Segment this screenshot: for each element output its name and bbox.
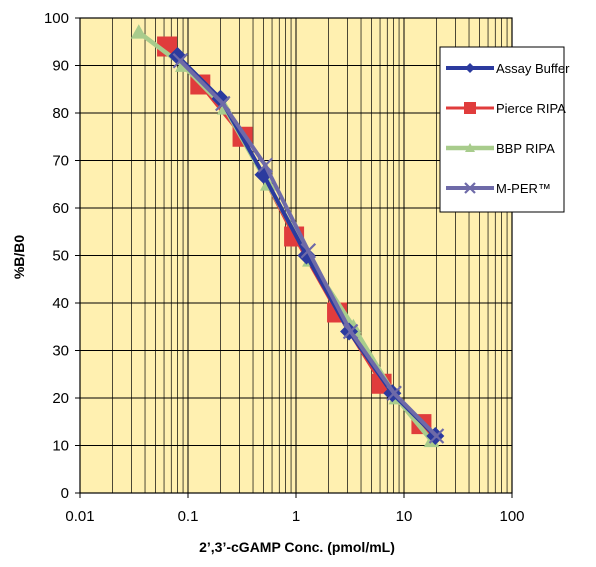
y-tick-label: 50	[52, 248, 69, 265]
data-point-stroke	[342, 323, 359, 340]
data-point	[257, 157, 274, 174]
data-point-stroke	[428, 428, 445, 444]
data-point	[300, 242, 317, 259]
x-tick-label: 10	[396, 508, 413, 525]
y-tick-label: 0	[61, 485, 69, 502]
y-tick-label: 40	[52, 295, 69, 312]
data-point	[342, 323, 359, 340]
y-tick-label: 60	[52, 200, 69, 217]
data-point	[464, 182, 476, 194]
y-axis-title: %B/B0	[11, 235, 27, 280]
data-point	[464, 102, 476, 114]
legend: Assay Buffer Pierce RIPA BBP RIPA M-PER™	[439, 46, 570, 213]
legend-item: BBP RIPA	[446, 141, 555, 156]
data-point-stroke	[215, 95, 231, 112]
data-point-stroke	[172, 52, 189, 69]
data-point	[428, 428, 445, 444]
legend-item: Pierce RIPA	[446, 101, 566, 116]
y-tick-label: 90	[52, 58, 69, 75]
x-tick-label: 100	[499, 508, 524, 525]
y-tick-label: 100	[44, 10, 69, 27]
legend-box	[439, 46, 565, 213]
series-m-per	[172, 52, 445, 444]
x-tick-label: 1	[292, 508, 300, 525]
y-tick-label: 10	[52, 438, 69, 455]
x-tick-label: 0.1	[178, 508, 199, 525]
data-point	[465, 63, 475, 73]
data-point	[215, 95, 231, 112]
data-point-stroke	[464, 182, 476, 194]
series-layer	[130, 24, 445, 448]
y-tick-label: 20	[52, 390, 69, 407]
legend-label: Assay Buffer	[496, 61, 570, 76]
data-point	[172, 52, 189, 69]
axes: 0.01 0.1 1 10 100 0 10 20 30 40 50 60 70 80 90 100	[44, 10, 525, 525]
legend-item: M-PER™	[446, 181, 551, 196]
data-point	[465, 143, 475, 152]
y-tick-label: 30	[52, 343, 69, 360]
y-tick-label: 70	[52, 153, 69, 170]
data-point	[386, 385, 402, 402]
x-tick-label: 0.01	[65, 508, 94, 525]
data-point-stroke	[300, 242, 317, 259]
y-tick-label: 80	[52, 105, 69, 122]
x-axis-title: 2’,3’-cGAMP Conc. (pmol/mL)	[199, 539, 395, 555]
data-point-stroke	[257, 157, 274, 174]
data-point-stroke	[386, 385, 402, 402]
legend-label: BBP RIPA	[496, 141, 555, 156]
data-point	[130, 24, 147, 39]
legend-label: Pierce RIPA	[496, 101, 566, 116]
legend-label: M-PER™	[496, 181, 551, 196]
legend-item: Assay Buffer	[446, 61, 570, 76]
